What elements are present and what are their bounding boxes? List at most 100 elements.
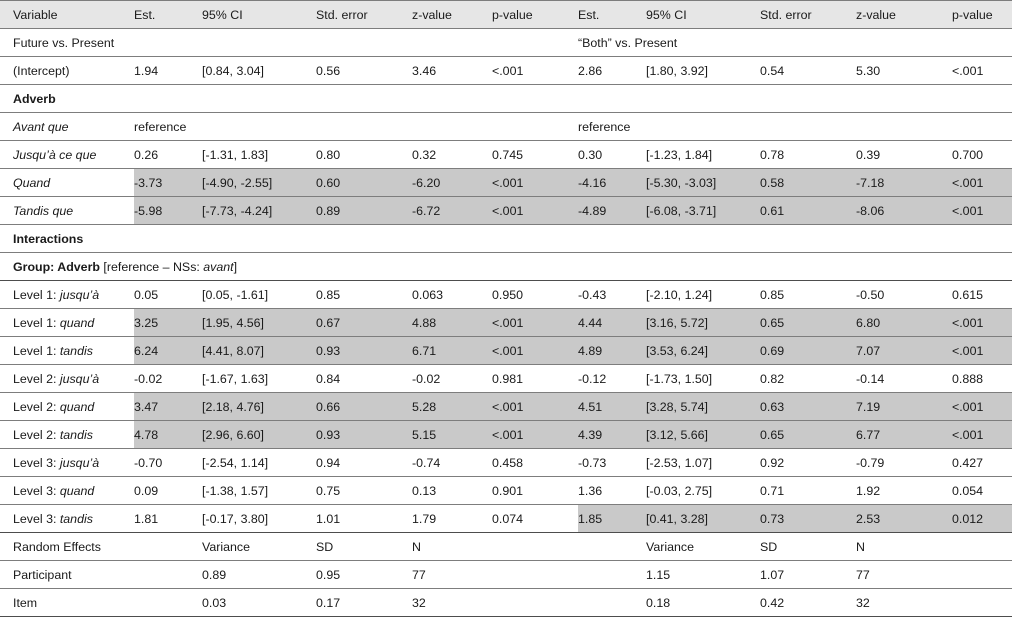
cell: 0.65 — [760, 420, 856, 449]
cell: -4.16 — [578, 168, 646, 197]
level-prefix: Level 3: — [13, 455, 60, 470]
row-label: (Intercept) — [0, 56, 134, 85]
cell: 5.15 — [412, 420, 492, 449]
level-prefix: Level 1: — [13, 287, 60, 302]
cell: -0.12 — [578, 364, 646, 393]
cell: 0.05 — [134, 280, 202, 309]
cell: N — [412, 532, 646, 561]
intercept-row: (Intercept) 1.94 [0.84, 3.04] 0.56 3.46 … — [0, 56, 1012, 85]
cell: Variance — [202, 532, 316, 561]
cell: -6.72 — [412, 196, 492, 225]
row-label: Jusqu’à ce que — [0, 140, 134, 169]
cell: [0.41, 3.28] — [646, 504, 760, 533]
header-row: Variable Est. 95% CI Std. error z-value … — [0, 0, 1012, 29]
cell: [2.96, 6.60] — [202, 420, 316, 449]
cell: [0.84, 3.04] — [202, 56, 316, 85]
cell: 4.78 — [134, 420, 202, 449]
cell: 5.28 — [412, 392, 492, 421]
cell: 1.85 — [578, 504, 646, 533]
cell: 0.66 — [316, 392, 412, 421]
level-prefix: Level 1: — [13, 315, 60, 330]
cell: 1.92 — [856, 476, 952, 505]
cell: 0.074 — [492, 504, 578, 533]
cell: 77 — [856, 560, 1012, 589]
cell: -0.73 — [578, 448, 646, 477]
level-adverb: tandis — [59, 343, 93, 358]
cell: 1.36 — [578, 476, 646, 505]
cell: 0.26 — [134, 140, 202, 169]
random-effects-label: Random Effects — [0, 532, 202, 561]
cell: SD — [316, 532, 412, 561]
cell: -4.89 — [578, 196, 646, 225]
cell: 0.71 — [760, 476, 856, 505]
level-prefix: Level 2: — [13, 399, 60, 414]
cell: [0.05, -1.61] — [202, 280, 316, 309]
cell: 0.60 — [316, 168, 412, 197]
cell: 4.88 — [412, 308, 492, 337]
cell: 0.427 — [952, 448, 1012, 477]
cell: 0.85 — [760, 280, 856, 309]
cell: 0.54 — [760, 56, 856, 85]
row-label: Level 2: tandis — [0, 420, 134, 449]
cell: -0.50 — [856, 280, 952, 309]
cell: 0.84 — [316, 364, 412, 393]
group-adverb-bold: Group: Adverb — [13, 259, 100, 274]
cell: 0.63 — [760, 392, 856, 421]
cell: 0.32 — [412, 140, 492, 169]
cell: [-1.73, 1.50] — [646, 364, 760, 393]
cell: <.001 — [952, 56, 1012, 85]
cell: 3.47 — [134, 392, 202, 421]
cell: 0.012 — [952, 504, 1012, 533]
group-adverb-end: ] — [233, 259, 238, 274]
col-header: Std. error — [760, 0, 856, 29]
cell: <.001 — [952, 308, 1012, 337]
cell: 0.73 — [760, 504, 856, 533]
table-row: Level 2: quand 3.47 [2.18, 4.76] 0.66 5.28 <.… — [0, 392, 1012, 421]
cell: 0.745 — [492, 140, 578, 169]
row-label: Level 3: quand — [0, 476, 134, 505]
cell: 0.39 — [856, 140, 952, 169]
cell: 6.80 — [856, 308, 952, 337]
table-row: Level 3: quand 0.09 [-1.38, 1.57] 0.75 0.13 0… — [0, 476, 1012, 505]
cell: [4.41, 8.07] — [202, 336, 316, 365]
cell: <.001 — [492, 168, 578, 197]
cell: -0.79 — [856, 448, 952, 477]
cell: 0.950 — [492, 280, 578, 309]
group-adverb-italic: avant — [203, 259, 234, 274]
cell: 0.89 — [316, 196, 412, 225]
cell: 5.30 — [856, 56, 952, 85]
level-prefix: Level 3: — [13, 483, 60, 498]
group-adverb-label: Group: Adverb [reference – NSs: avant] — [0, 252, 1012, 281]
cell: 32 — [412, 588, 646, 617]
level-prefix: Level 2: — [13, 427, 60, 442]
cell: [3.12, 5.66] — [646, 420, 760, 449]
table-row: Level 1: tandis 6.24 [4.41, 8.07] 0.93 6.71 <… — [0, 336, 1012, 365]
section-row-adverb: Adverb — [0, 84, 1012, 113]
row-label: Tandis que — [0, 196, 134, 225]
level-adverb: tandis — [59, 511, 93, 526]
cell: <.001 — [492, 420, 578, 449]
cell: 0.888 — [952, 364, 1012, 393]
table-row: Level 3: jusqu’à -0.70 [-2.54, 1.14] 0.94 -0… — [0, 448, 1012, 477]
cell: -0.70 — [134, 448, 202, 477]
table-row: Level 2: jusqu’à -0.02 [-1.67, 1.63] 0.84 -0… — [0, 364, 1012, 393]
cell: [-5.30, -3.03] — [646, 168, 760, 197]
cell: 0.42 — [760, 588, 856, 617]
cell: 6.24 — [134, 336, 202, 365]
interaction-rows: Level 1: jusqu’à 0.05 [0.05, -1.61] 0.85 0.0… — [0, 280, 1012, 533]
col-header: Est. — [134, 0, 202, 29]
cell: [-7.73, -4.24] — [202, 196, 316, 225]
row-label: Level 2: jusqu’à — [0, 364, 134, 393]
item-row: Item 0.03 0.17 32 0.18 0.42 32 — [0, 588, 1012, 617]
cell: 4.51 — [578, 392, 646, 421]
cell: 0.65 — [760, 308, 856, 337]
cell: 0.700 — [952, 140, 1012, 169]
cell: 0.75 — [316, 476, 412, 505]
col-header: 95% CI — [646, 0, 760, 29]
section-heading: Interactions — [0, 224, 1012, 253]
cell: -3.73 — [134, 168, 202, 197]
level-prefix: Level 3: — [13, 511, 60, 526]
cell: [-0.03, 2.75] — [646, 476, 760, 505]
cell: -0.43 — [578, 280, 646, 309]
col-header: z-value — [856, 0, 952, 29]
